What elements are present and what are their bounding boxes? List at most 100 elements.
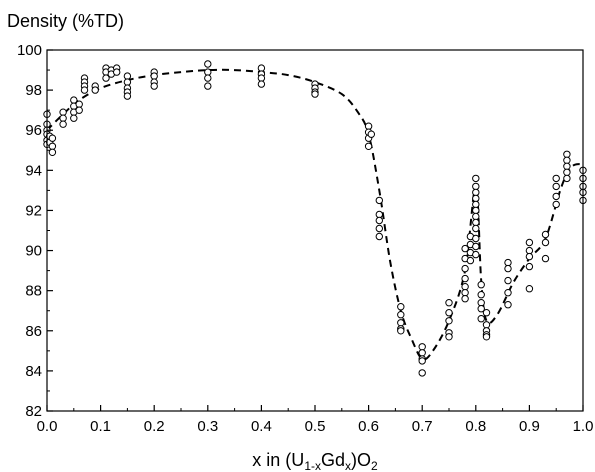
x-tick-label: 0.9	[519, 418, 540, 435]
y-tick-label: 90	[25, 243, 42, 260]
data-point	[472, 224, 480, 233]
x-tick-label: 0.4	[251, 418, 272, 435]
data-point	[472, 194, 480, 203]
data-point	[504, 289, 512, 297]
data-point	[257, 80, 266, 88]
data-point	[461, 274, 469, 283]
data-point	[461, 264, 469, 273]
data-point	[48, 134, 57, 142]
data-point	[367, 130, 375, 138]
data-point	[472, 242, 480, 251]
data-point	[472, 250, 480, 259]
data-point	[75, 100, 83, 108]
data-point	[461, 295, 469, 303]
data-point	[59, 108, 67, 116]
y-tick-label: 88	[25, 283, 42, 300]
data-point	[375, 196, 383, 205]
data-point	[70, 114, 78, 122]
data-point	[472, 212, 480, 221]
data-point	[472, 174, 480, 183]
dashed-trend-line	[46, 68, 584, 361]
data-point	[48, 142, 57, 151]
data-point	[204, 60, 212, 68]
data-point	[504, 258, 512, 267]
data-point	[482, 333, 491, 341]
data-point	[123, 92, 132, 100]
data-point	[48, 148, 57, 157]
data-point	[525, 262, 534, 271]
data-point	[482, 309, 491, 317]
data-point	[477, 315, 485, 323]
data-point	[445, 299, 453, 307]
data-point	[472, 182, 480, 191]
data-point	[552, 200, 560, 209]
y-tick-label: 86	[25, 323, 42, 340]
data-point	[477, 299, 485, 307]
x-tick-label: 0.2	[144, 418, 165, 435]
y-tick-label: 92	[25, 202, 42, 219]
data-point	[397, 303, 405, 311]
y-tick-label: 94	[25, 162, 42, 179]
data-points-layer	[43, 60, 587, 377]
data-point	[311, 90, 319, 98]
data-point	[563, 150, 571, 159]
y-tick-label: 100	[17, 42, 42, 59]
data-point	[472, 206, 480, 215]
x-tick-label: 0.3	[197, 418, 218, 435]
data-point	[563, 162, 571, 171]
data-point	[123, 72, 132, 80]
data-point	[525, 238, 534, 247]
data-point	[477, 305, 485, 313]
data-point	[445, 309, 453, 317]
data-point	[257, 74, 266, 82]
y-tick-label: 96	[25, 122, 42, 139]
x-tick-label: 0.0	[37, 418, 58, 435]
x-tick-label: 1.0	[573, 418, 594, 435]
data-point	[477, 281, 485, 289]
data-point	[504, 264, 512, 273]
data-point	[397, 327, 405, 335]
data-point	[375, 232, 383, 241]
data-point	[375, 216, 383, 225]
data-point	[445, 317, 453, 325]
data-point	[563, 156, 571, 165]
data-point	[563, 168, 571, 177]
x-tick-label: 0.5	[305, 418, 326, 435]
x-tick-label: 0.7	[412, 418, 433, 435]
data-point	[525, 285, 534, 293]
fit-curve-layer	[46, 68, 584, 361]
data-point	[397, 311, 405, 319]
data-point	[375, 210, 383, 219]
data-point	[563, 174, 571, 183]
data-point	[525, 252, 534, 261]
x-axis-label: x in (U1-xGdx)O2	[252, 450, 378, 472]
data-point	[461, 289, 469, 297]
data-point	[472, 218, 480, 227]
y-axis-label: Density (%TD)	[7, 11, 124, 31]
y-tick-label: 98	[25, 82, 42, 99]
data-point	[461, 283, 469, 291]
data-point	[75, 106, 83, 114]
data-point	[477, 291, 485, 299]
x-axis-ticks: 0.0 0.1 0.2 0.3 0.4 0.5 0.6 0.7 0.8 0.9 1.0	[37, 405, 594, 435]
x-tick-label: 0.1	[90, 418, 111, 435]
data-point	[418, 349, 426, 357]
data-point	[113, 68, 121, 76]
data-point	[418, 369, 426, 377]
data-point	[541, 254, 550, 263]
data-point	[204, 68, 212, 76]
y-tick-label: 82	[25, 403, 42, 420]
data-point	[552, 182, 560, 191]
data-point	[472, 188, 480, 197]
data-point	[150, 72, 158, 80]
data-point	[472, 234, 480, 243]
data-point	[461, 244, 469, 253]
data-point	[466, 256, 475, 265]
data-point	[504, 301, 512, 309]
data-point	[257, 64, 266, 72]
data-point	[204, 82, 212, 90]
data-point	[397, 319, 405, 327]
data-point	[375, 224, 383, 233]
data-point	[525, 246, 534, 255]
